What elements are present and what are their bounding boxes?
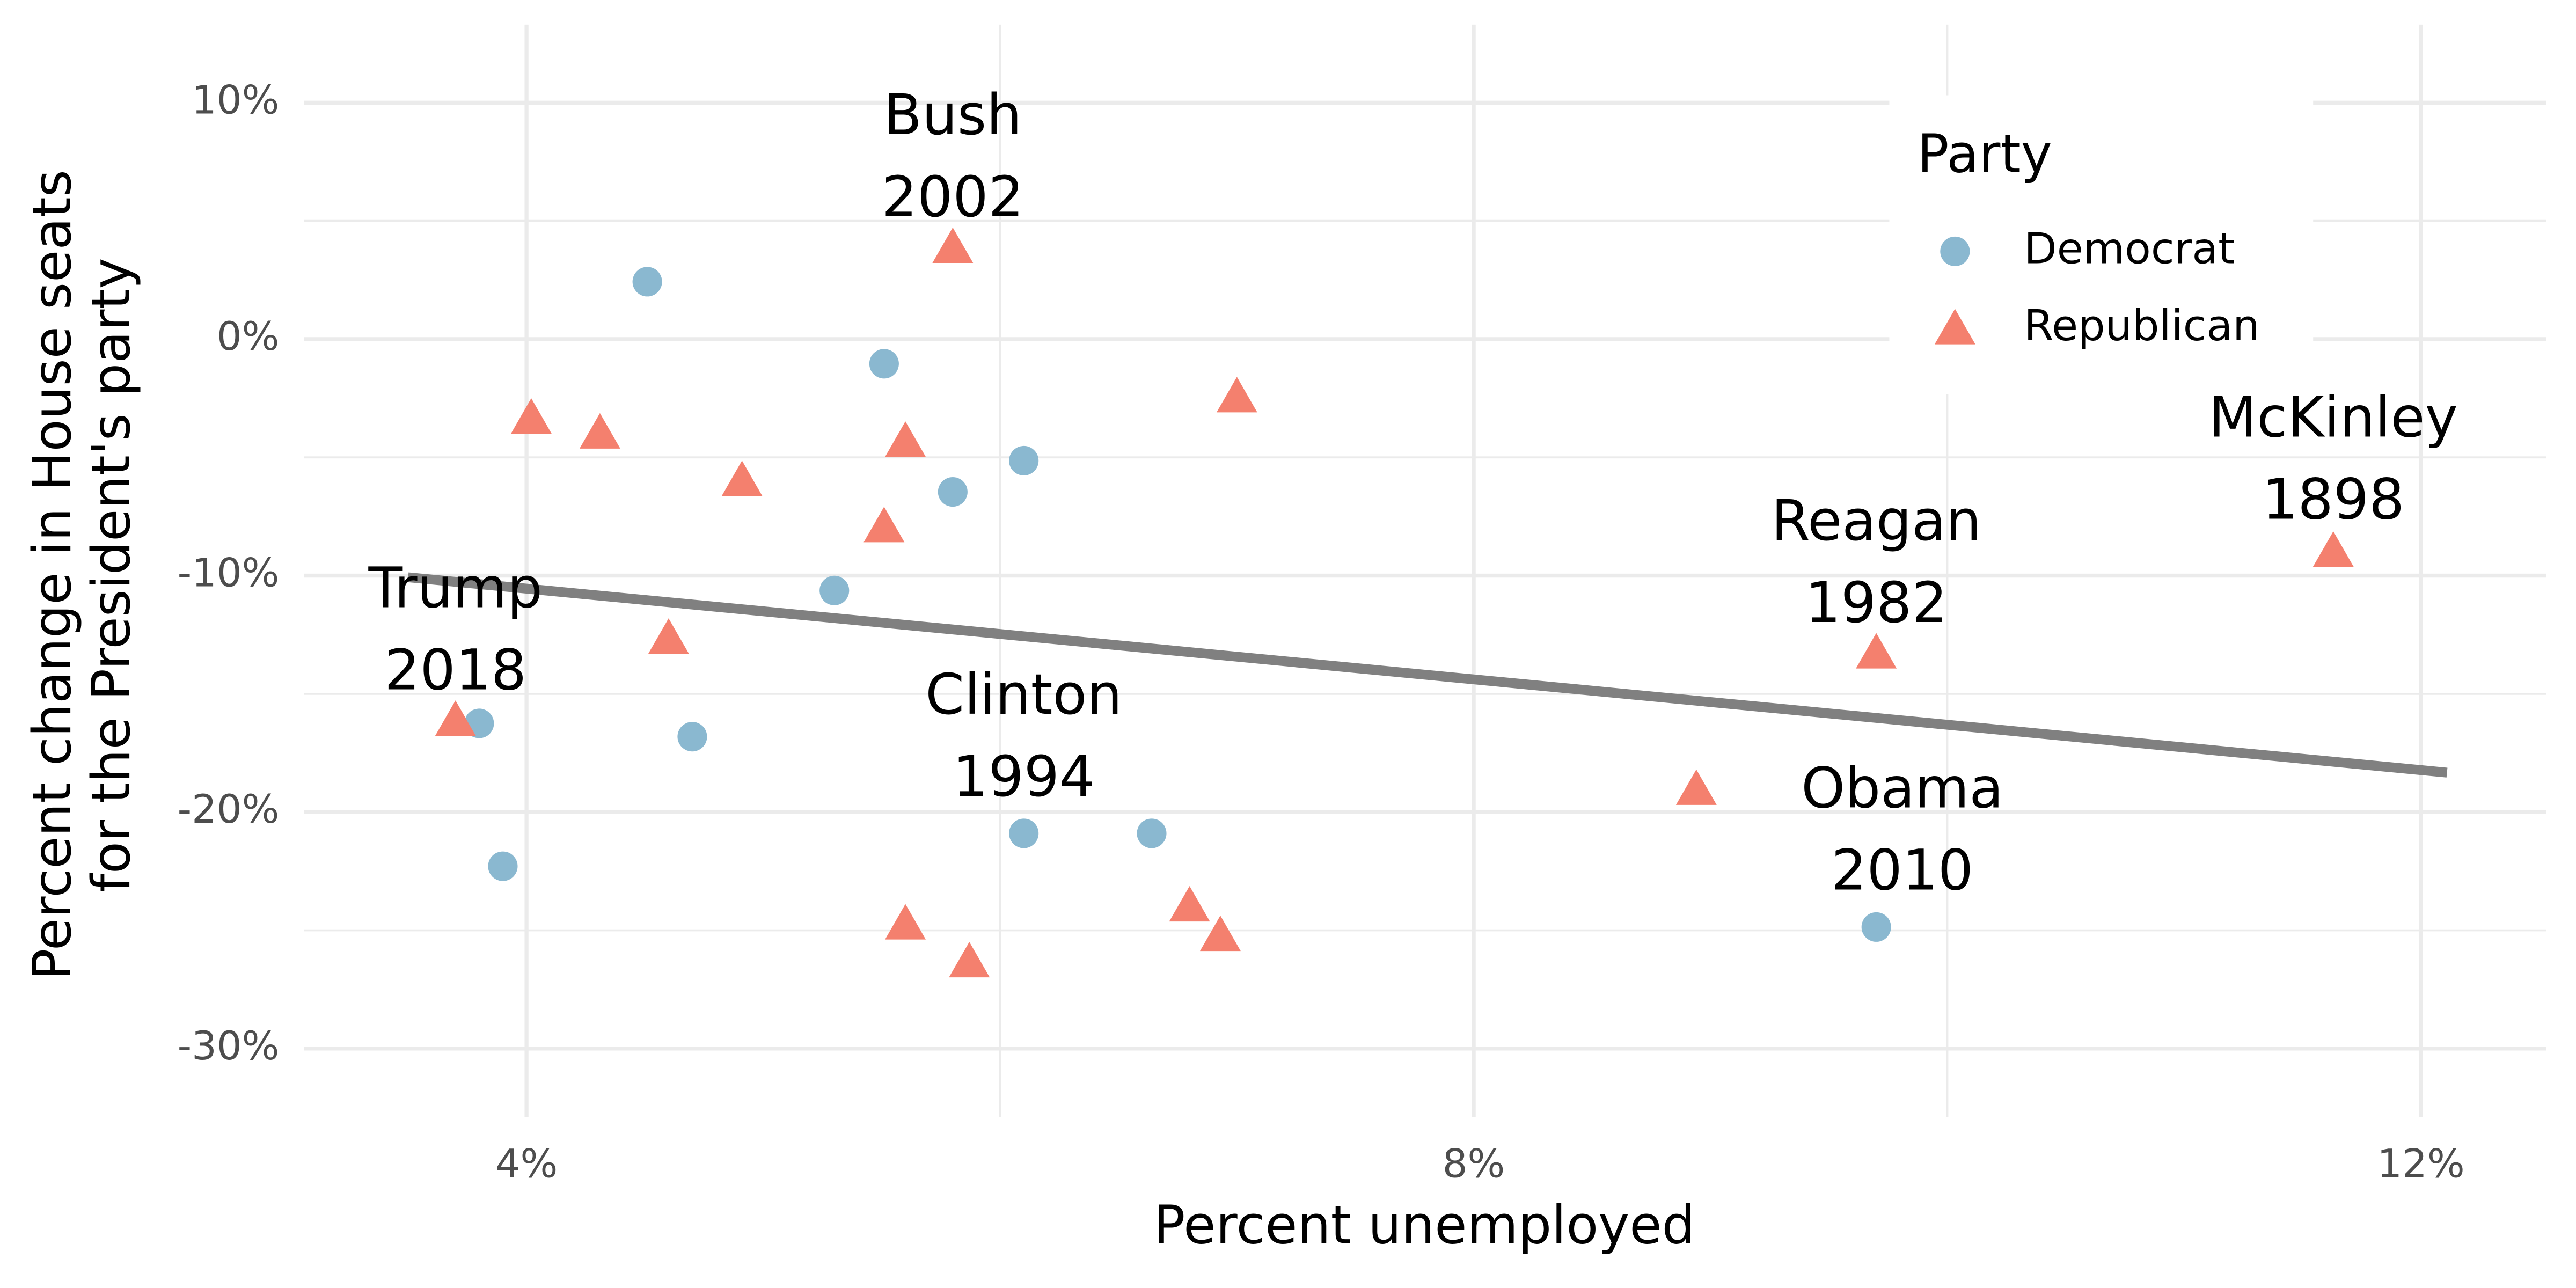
x-tick-label: 4%	[495, 1141, 558, 1187]
point	[2312, 531, 2354, 567]
annotation: 1994	[953, 744, 1095, 809]
y-tick-label: 0%	[217, 314, 280, 360]
annotation: Bush	[884, 82, 1022, 148]
legend: Party Democrat Republican	[1889, 95, 2314, 394]
point	[579, 413, 620, 449]
point	[869, 349, 899, 379]
y-tick-label: -10%	[178, 551, 280, 596]
legend-key	[1934, 309, 1975, 345]
x-axis-title: Percent unemployed	[1154, 1195, 1695, 1256]
legend-label: Democrat	[2024, 223, 2235, 273]
annotation: 2002	[882, 164, 1024, 230]
point	[1856, 633, 1897, 669]
annotation: 2010	[1831, 838, 1973, 903]
y-axis-title: Percent change in House seats for the Pr…	[22, 170, 142, 980]
point	[721, 460, 763, 496]
point	[1199, 916, 1241, 952]
point	[648, 618, 689, 654]
point	[1009, 445, 1039, 475]
point	[435, 700, 476, 736]
point	[510, 398, 552, 434]
y-axis-title-line: Percent change in House seats	[22, 170, 83, 980]
point	[949, 941, 990, 978]
annotation: 1898	[2262, 466, 2404, 532]
point	[885, 421, 926, 457]
annotation: Reagan	[1772, 488, 1981, 553]
point	[632, 267, 662, 297]
point	[1216, 377, 1257, 413]
point	[819, 575, 850, 605]
point	[863, 507, 905, 543]
point	[1169, 885, 1210, 922]
point	[1009, 818, 1039, 848]
point	[1861, 912, 1891, 942]
point	[488, 851, 518, 881]
legend-title: Party	[1917, 124, 2052, 185]
point	[932, 227, 974, 263]
x-tick-label: 12%	[2377, 1141, 2464, 1187]
y-tick-label: -20%	[178, 787, 280, 832]
point	[1137, 818, 1167, 848]
y-axis-title-line: for the President's party	[81, 258, 142, 892]
annotation: Clinton	[925, 662, 1122, 727]
point	[938, 477, 968, 507]
annotation: Obama	[1801, 756, 2003, 821]
legend-label: Republican	[2024, 301, 2259, 350]
point	[677, 722, 707, 752]
annotation: Trump	[368, 555, 542, 620]
annotation: 1982	[1805, 570, 1948, 635]
y-tick-label: 10%	[192, 77, 279, 123]
annotation: McKinley	[2208, 384, 2458, 450]
point	[885, 904, 926, 940]
legend-key	[1940, 236, 1970, 266]
x-tick-label: 8%	[1443, 1141, 1505, 1187]
trend-line	[407, 572, 2448, 778]
annotation: 2018	[384, 638, 526, 703]
y-tick-label: -30%	[178, 1023, 280, 1069]
point	[1675, 769, 1717, 805]
plot-area: Bush 2002 Trump 2018 Clinton 1994 Reagan 1982 Ob…	[368, 82, 2458, 978]
